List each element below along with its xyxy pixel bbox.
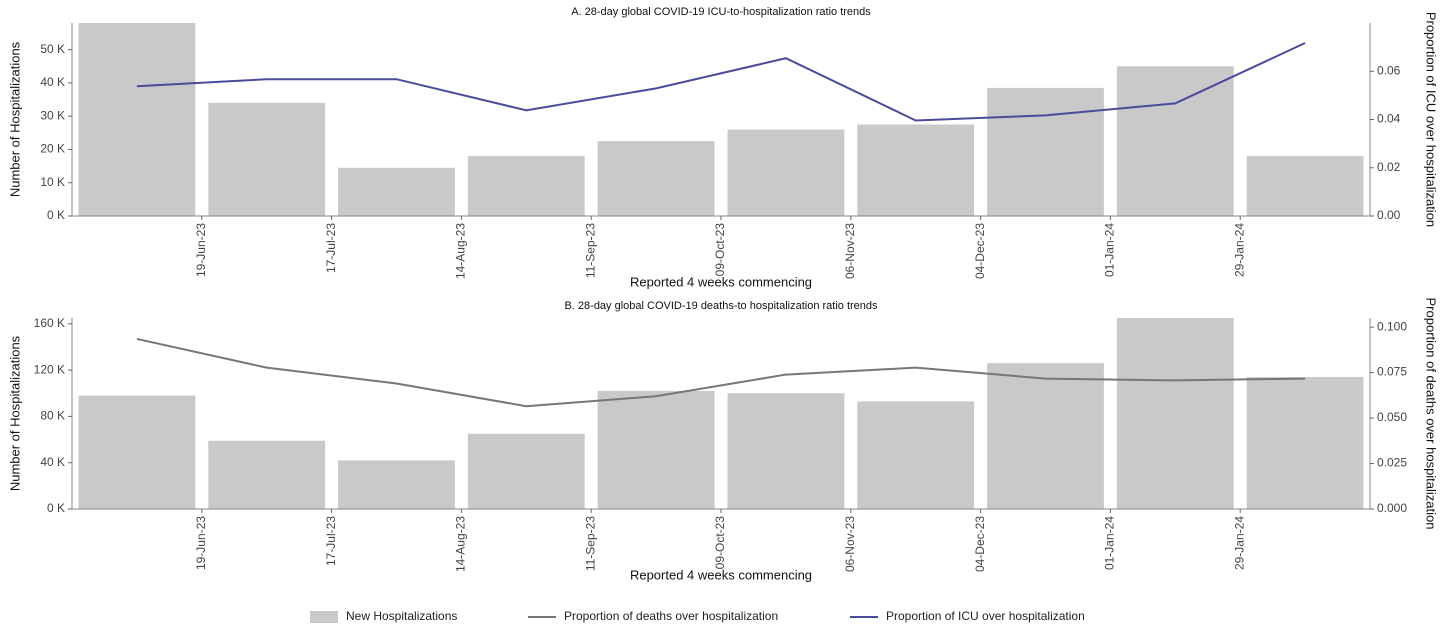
x-tick-label: 01-Jan-24	[1103, 516, 1117, 570]
x-tick-label: 17-Jul-23	[324, 516, 338, 566]
y-tick-label: 120 K	[34, 362, 65, 376]
bar	[338, 167, 455, 216]
line	[136, 337, 1306, 408]
y-tick-label: 160 K	[34, 316, 65, 330]
bar	[208, 440, 326, 509]
y-tick-label: 80 K	[40, 409, 65, 423]
x-tick-label: 14-Aug-23	[454, 516, 468, 572]
x-tick-label: 01-Jan-24	[1103, 223, 1117, 277]
y-tick-label: 50 K	[40, 42, 65, 56]
bar	[78, 23, 196, 216]
y-axis-title: Number of Hospitalizations	[7, 41, 22, 197]
y2-tick-label: 0.100	[1377, 319, 1407, 333]
bar	[727, 129, 845, 216]
y2-tick-label: 0.075	[1377, 365, 1407, 379]
y2-axis-title: Proportion of ICU over hospitalization	[1424, 12, 1439, 227]
y-tick-label: 20 K	[40, 142, 65, 156]
legend-label: New Hospitalizations	[346, 609, 457, 623]
y2-tick-label: 0.00	[1377, 208, 1401, 222]
x-tick-label: 29-Jan-24	[1232, 516, 1246, 570]
bar	[208, 102, 326, 216]
bar	[467, 156, 585, 216]
x-tick-label: 04-Dec-23	[973, 223, 987, 279]
x-tick-label: 04-Dec-23	[973, 516, 987, 572]
y-tick-label: 10 K	[40, 175, 65, 189]
legend-label: Proportion of deaths over hospitalizatio…	[564, 609, 778, 623]
y-tick-label: 30 K	[40, 108, 65, 122]
y2-tick-label: 0.04	[1377, 112, 1401, 126]
bar	[727, 393, 845, 509]
y-axis-title: Number of Hospitalizations	[7, 335, 22, 491]
bar	[597, 390, 715, 509]
bar	[1246, 156, 1364, 216]
x-tick-label: 06-Nov-23	[843, 223, 857, 279]
bar	[857, 124, 975, 216]
x-tick-label: 17-Jul-23	[324, 223, 338, 273]
x-axis-title: Reported 4 weeks commencing	[630, 274, 812, 289]
x-tick-label: 29-Jan-24	[1232, 223, 1246, 277]
bar	[987, 87, 1104, 216]
x-tick-label: 14-Aug-23	[454, 223, 468, 279]
legend-label: Proportion of ICU over hospitalization	[886, 609, 1085, 623]
y-tick-label: 0 K	[47, 208, 65, 222]
bar	[987, 363, 1104, 509]
x-tick-label: 09-Oct-23	[713, 223, 727, 277]
y-tick-label: 40 K	[40, 75, 65, 89]
y2-tick-label: 0.06	[1377, 63, 1401, 77]
bar	[857, 401, 975, 509]
x-tick-label: 06-Nov-23	[843, 516, 857, 572]
y2-axis-title: Proportion of deaths over hospitalizatio…	[1424, 298, 1439, 530]
legend-swatch	[310, 611, 338, 623]
line	[136, 42, 1306, 122]
x-axis-title: Reported 4 weeks commencing	[630, 567, 812, 582]
y-tick-label: 0 K	[47, 501, 65, 515]
y2-tick-label: 0.025	[1377, 456, 1407, 470]
x-tick-label: 19-Jun-23	[194, 223, 208, 277]
x-tick-label: 11-Sep-23	[583, 223, 597, 278]
bar	[1246, 377, 1364, 509]
y-tick-label: 40 K	[40, 455, 65, 469]
y2-tick-label: 0.02	[1377, 160, 1401, 174]
bar	[597, 141, 715, 216]
y2-tick-label: 0.050	[1377, 410, 1407, 424]
bar	[467, 433, 585, 509]
x-tick-label: 11-Sep-23	[583, 516, 597, 571]
bar	[1116, 318, 1234, 509]
x-tick-label: 09-Oct-23	[713, 516, 727, 570]
chart-title: B. 28-day global COVID-19 deaths-to hosp…	[564, 300, 878, 312]
chart-title: A. 28-day global COVID-19 ICU-to-hospita…	[571, 6, 871, 18]
x-tick-label: 19-Jun-23	[194, 516, 208, 570]
bar	[1116, 66, 1234, 216]
bar	[338, 460, 455, 509]
bar	[78, 395, 196, 509]
y2-tick-label: 0.000	[1377, 501, 1407, 515]
